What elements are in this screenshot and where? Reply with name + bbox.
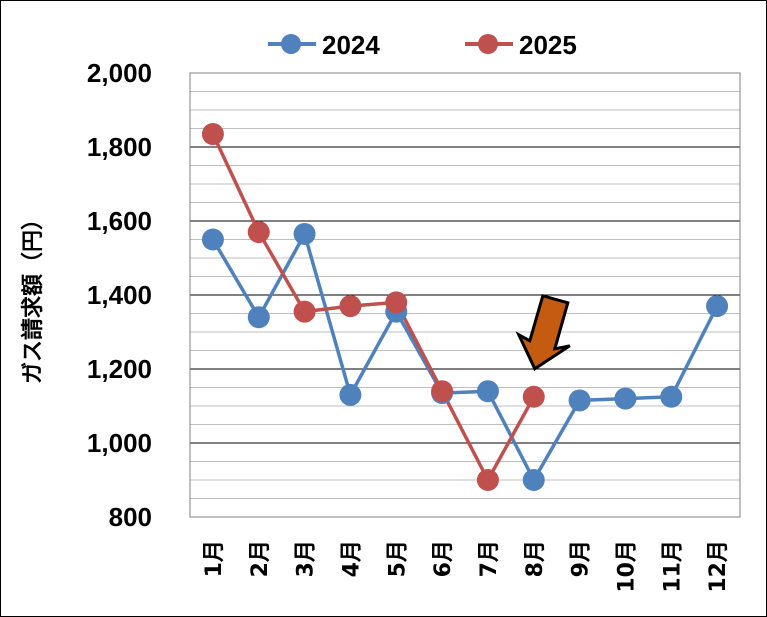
legend-label-2025: 2025 [519, 30, 577, 60]
data-point-2025 [385, 291, 408, 314]
data-point-2025 [476, 469, 499, 491]
data-point-2024 [201, 228, 224, 251]
x-tick-label: 5月 [385, 540, 410, 577]
data-point-2025 [247, 221, 270, 244]
x-tick-label: 9月 [569, 540, 594, 577]
data-point-2024 [339, 383, 362, 406]
data-point-2024 [706, 295, 729, 318]
x-tick-label: 8月 [523, 540, 548, 577]
data-point-2025 [522, 385, 545, 408]
x-tick-label: 6月 [431, 540, 456, 577]
y-tick-label: 2,000 [87, 58, 152, 88]
x-tick-label: 7月 [477, 540, 502, 577]
annotation-arrow [515, 293, 571, 372]
data-point-2024 [660, 385, 683, 408]
data-point-2025 [431, 380, 454, 403]
x-tick-label: 4月 [339, 540, 364, 577]
data-point-2025 [339, 295, 362, 318]
legend-marker-2024 [281, 34, 301, 54]
plot-border [189, 72, 741, 518]
x-tick-label: 2月 [248, 540, 273, 577]
plot-area: 800 1,000 1,200 1,400 1,600 1,800 2,000 1月 2月 3月 4… [87, 58, 741, 593]
y-tick-label: 1,400 [87, 280, 152, 310]
x-tick-label: 1月 [202, 540, 227, 577]
series-line-2025 [211, 133, 536, 482]
data-point-2024 [522, 469, 545, 491]
legend-marker-2025 [478, 34, 498, 54]
y-tick-label: 800 [109, 502, 152, 532]
data-point-2025 [293, 300, 316, 323]
data-point-2024 [614, 387, 637, 410]
legend-label-2024: 2024 [322, 30, 380, 60]
y-tick-label: 1,800 [87, 132, 152, 162]
y-tick-label: 1,000 [87, 428, 152, 458]
x-tick-label: 11月 [660, 540, 685, 593]
legend: 2024 2025 [268, 30, 577, 60]
y-tick-label: 1,600 [87, 206, 152, 236]
data-point-2024 [476, 380, 499, 403]
data-point-2024 [293, 222, 316, 245]
y-axis-label: ガス請求額（円） [20, 208, 46, 384]
data-point-2024 [568, 389, 591, 412]
x-tick-label: 12月 [706, 540, 731, 593]
data-point-2025 [201, 123, 224, 146]
data-point-2024 [247, 306, 270, 329]
y-tick-label: 1,200 [87, 354, 152, 384]
x-tick-label: 3月 [294, 540, 319, 577]
x-tick-label: 10月 [614, 540, 639, 593]
